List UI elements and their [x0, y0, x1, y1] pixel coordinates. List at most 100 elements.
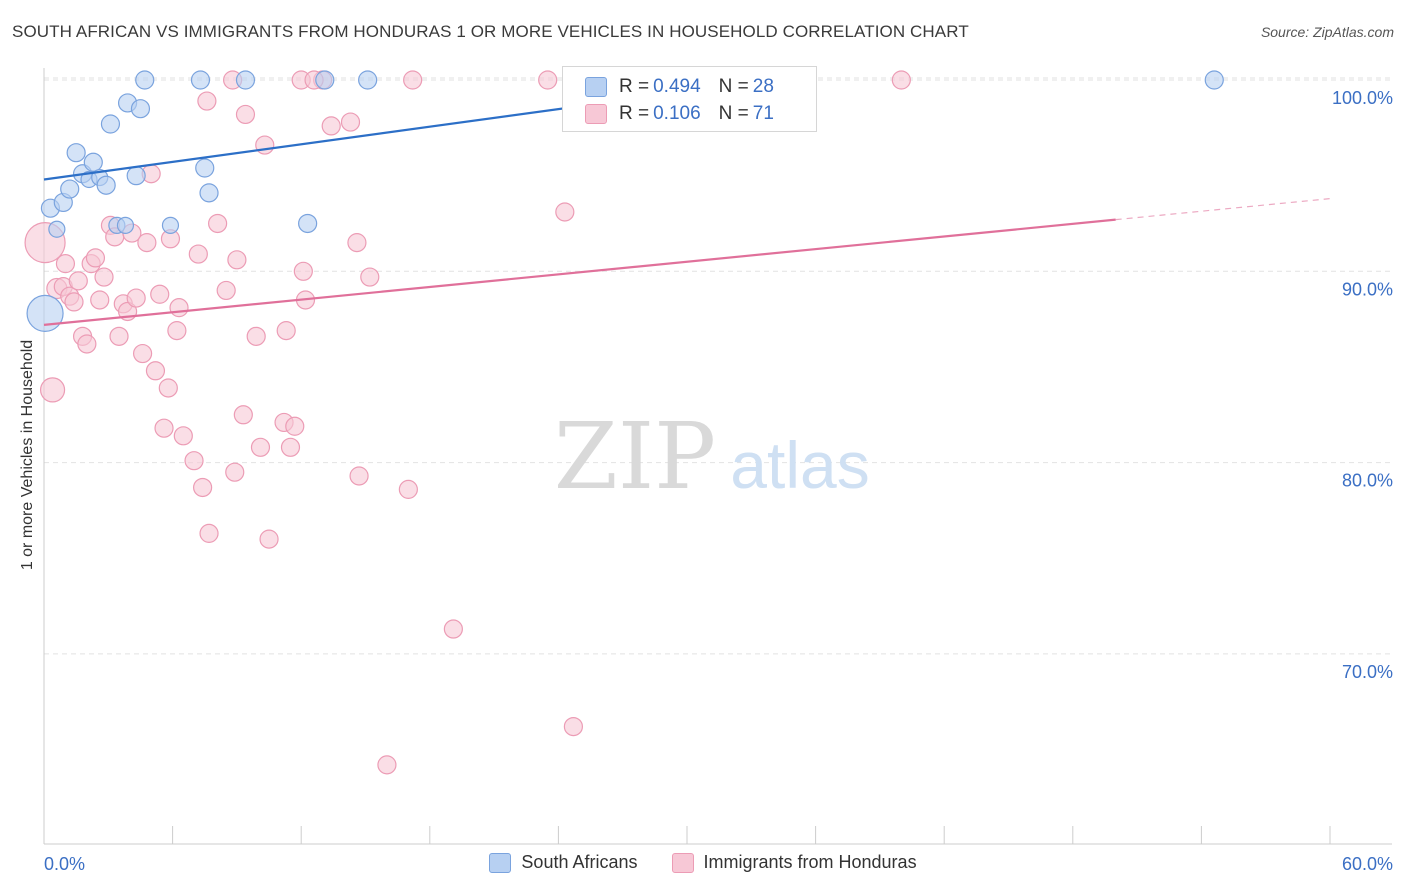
data-point [167, 321, 187, 341]
data-point [90, 290, 110, 310]
legend-swatch-pink [585, 104, 607, 124]
data-point [145, 361, 166, 381]
data-point [246, 326, 266, 346]
legend-r-value: 0.106 [653, 103, 701, 124]
data-point [199, 523, 219, 543]
series-legend: South Africans Immigrants from Honduras [0, 852, 1406, 873]
data-point [340, 112, 361, 132]
x-tick-label: 60.0% [1342, 854, 1393, 874]
legend-n-label: N = [718, 76, 749, 97]
data-point [255, 135, 275, 155]
data-point [126, 288, 146, 308]
data-point [190, 70, 211, 90]
trend-line-extension-pink [1115, 198, 1331, 221]
data-point [208, 213, 228, 234]
data-point [39, 377, 66, 403]
axes [43, 68, 1392, 845]
data-point [137, 233, 157, 253]
data-point [193, 477, 213, 498]
data-point [235, 104, 256, 125]
data-point [891, 70, 911, 90]
data-point [195, 158, 215, 178]
data-point [293, 261, 313, 281]
data-point [173, 426, 193, 446]
legend-swatch-blue [585, 77, 607, 97]
watermark-atlas: atlas [730, 428, 869, 502]
legend-n-label: N = [718, 103, 749, 124]
data-point [1204, 70, 1224, 90]
legend-n-value: 71 [752, 103, 774, 124]
data-point [233, 405, 253, 425]
data-point [250, 437, 271, 457]
y-axis-title: 1 or more Vehicles in Household [19, 339, 36, 571]
data-point [154, 418, 174, 438]
data-point [188, 244, 208, 264]
data-point [403, 70, 423, 90]
legend-n-value: 28 [752, 76, 774, 97]
data-point [276, 321, 296, 341]
y-tick-label: 100.0% [1332, 88, 1393, 108]
watermark: ZIP atlas [554, 403, 870, 510]
data-point [199, 183, 219, 203]
data-point [169, 298, 189, 318]
data-point [135, 70, 155, 90]
data-point [60, 179, 80, 199]
data-point [235, 70, 256, 90]
data-point [132, 343, 153, 364]
data-point [116, 216, 135, 234]
data-point [315, 70, 335, 90]
data-point [64, 292, 84, 312]
data-point [347, 233, 367, 253]
data-point [130, 99, 151, 119]
data-point [298, 213, 318, 234]
data-point [358, 70, 378, 90]
data-point [109, 326, 129, 346]
legend-swatch-blue [489, 852, 512, 873]
y-tick-label: 70.0% [1342, 662, 1393, 682]
data-point [538, 70, 558, 90]
data-point [161, 216, 180, 234]
data-point [55, 254, 76, 274]
data-point [77, 334, 97, 354]
data-point [227, 250, 247, 270]
legend-r-value: 0.494 [653, 76, 701, 97]
correlation-legend: R = 0.494 N = 28 R = 0.106 N = 71 [562, 66, 817, 132]
legend-row-south-africans: R = 0.494 N = 28 [585, 72, 774, 102]
legend-r-label: R = [619, 76, 650, 97]
data-point [360, 267, 380, 287]
x-tick-label: 0.0% [44, 854, 85, 874]
data-point [555, 202, 575, 222]
data-point [96, 175, 116, 195]
data-point [85, 248, 106, 268]
data-point [377, 755, 397, 775]
series-immigrants-honduras-points [24, 70, 911, 775]
y-tick-label: 90.0% [1342, 279, 1393, 299]
legend-label-south-africans: South Africans [521, 852, 638, 872]
data-point [126, 166, 146, 186]
data-point [280, 437, 301, 457]
trend-line-pink [43, 218, 1116, 326]
data-point [48, 220, 66, 238]
data-point [100, 114, 121, 134]
data-point [83, 152, 103, 172]
watermark-zip: ZIP [554, 403, 716, 510]
source-label: Source: ZipAtlas.com [1260, 24, 1394, 40]
data-point [197, 91, 217, 111]
data-point [158, 378, 178, 398]
data-point [321, 116, 341, 136]
data-point [68, 271, 88, 291]
data-point [259, 529, 279, 549]
data-point [398, 479, 418, 499]
legend-row-honduras: R = 0.106 N = 71 [585, 99, 774, 129]
chart-title: SOUTH AFRICAN VS IMMIGRANTS FROM HONDURA… [12, 22, 969, 41]
data-point [563, 716, 584, 737]
data-point [349, 466, 369, 486]
data-point [285, 416, 305, 436]
grid-lines [44, 77, 1392, 655]
legend-label-honduras: Immigrants from Honduras [703, 852, 917, 872]
legend-item-south-africans[interactable]: South Africans [489, 852, 638, 873]
legend-r-label: R = [619, 103, 650, 124]
legend-item-honduras[interactable]: Immigrants from Honduras [671, 852, 917, 873]
data-point [443, 619, 463, 639]
